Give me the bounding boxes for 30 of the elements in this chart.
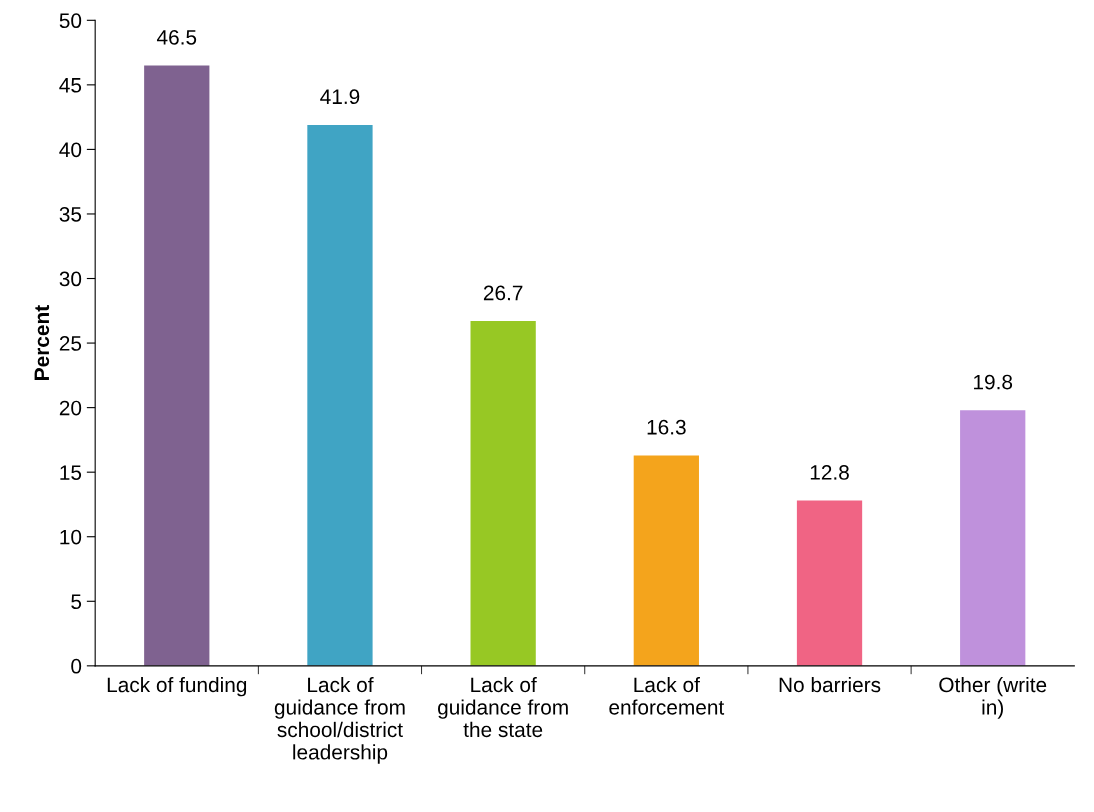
bar	[796, 500, 863, 666]
y-tick-label: 35	[59, 206, 82, 222]
data-label: 16.3	[647, 419, 686, 435]
x-tick-label: Lack of guidance from school/district leadership	[274, 676, 405, 764]
y-tick-label: 50	[59, 13, 82, 29]
x-tick-label: No barriers	[779, 676, 881, 693]
bar	[470, 321, 536, 666]
data-label: 26.7	[483, 285, 523, 301]
bar	[307, 124, 373, 666]
bar	[960, 410, 1026, 666]
bar	[633, 455, 699, 666]
y-tick-label: 5	[71, 594, 82, 610]
y-axis-title: Percent	[34, 305, 50, 380]
x-tick-label: Lack of funding	[107, 676, 247, 697]
x-tick-label: Lack of enforcement	[609, 676, 725, 715]
data-label: 41.9	[320, 89, 360, 105]
y-tick-label: 0	[71, 658, 82, 674]
y-tick-label: 25	[59, 336, 82, 351]
y-tick-label: 20	[59, 400, 82, 416]
bar	[144, 65, 210, 666]
y-tick-label: 30	[59, 271, 82, 287]
data-label: 12.8	[810, 465, 849, 480]
y-tick-label: 45	[59, 78, 82, 93]
y-tick-label: 10	[60, 529, 82, 545]
x-tick-label: Lack of guidance from the state	[438, 676, 568, 738]
data-label: 19.8	[974, 374, 1013, 390]
y-tick-label: 15	[60, 465, 82, 480]
x-tick-label: Other (write in)	[939, 676, 1047, 719]
data-label: 46.5	[156, 29, 197, 45]
y-tick-label: 40	[59, 142, 82, 158]
